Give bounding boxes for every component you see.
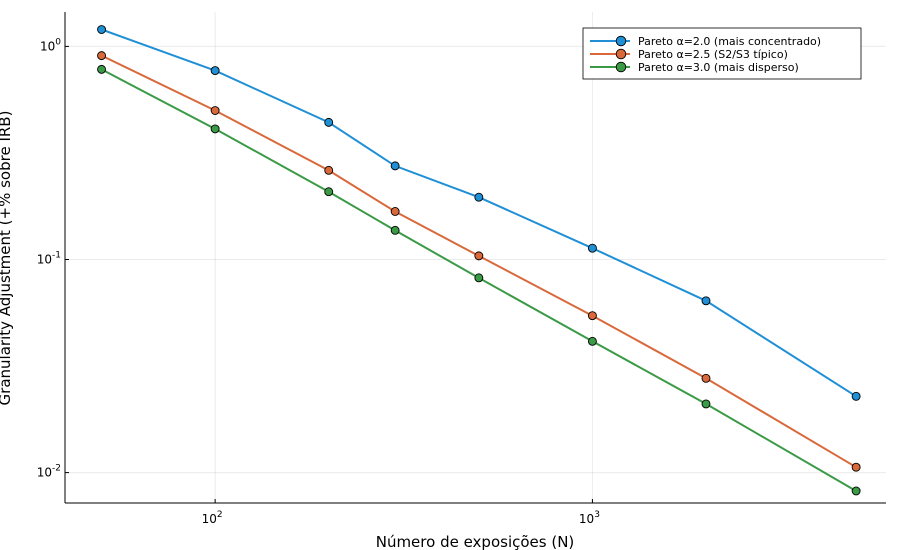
grid — [65, 12, 886, 503]
series — [97, 25, 861, 496]
legend-entry-3: Pareto α=3.0 (mais disperso) — [590, 61, 799, 74]
data-point — [97, 25, 107, 34]
x-tick-exponent: 3 — [594, 510, 600, 520]
series-1 — [97, 25, 861, 401]
data-point — [390, 225, 400, 235]
ticks: 102 103 10-2 10-1 100 — [37, 37, 600, 526]
y-tick-label: 100 — [40, 37, 61, 53]
legend-label-3: Pareto α=3.0 (mais disperso) — [638, 61, 799, 74]
series-3 — [97, 64, 861, 496]
legend-marker-2 — [615, 48, 627, 60]
series-line-2 — [101, 54, 857, 469]
y-tick-exponent: -2 — [52, 464, 61, 474]
legend-label-1: Pareto α=2.0 (mais concentrado) — [638, 35, 821, 48]
data-point — [97, 51, 107, 61]
axes — [64, 12, 886, 504]
x-axis-label: Número de exposições (N) — [376, 533, 575, 550]
legend-entry-1: Pareto α=2.0 (mais concentrado) — [590, 35, 821, 48]
y-tick-exponent: -1 — [52, 250, 61, 260]
legend-label-2: Pareto α=2.5 (S2/S3 típico) — [638, 48, 788, 61]
data-point — [587, 311, 597, 321]
series-2 — [97, 51, 861, 472]
data-point — [97, 64, 107, 74]
series-line-1 — [101, 28, 857, 398]
legend: Pareto α=2.0 (mais concentrado) Pareto α… — [582, 27, 862, 80]
data-point — [701, 373, 711, 383]
legend-entry-2: Pareto α=2.5 (S2/S3 típico) — [590, 48, 788, 61]
data-point — [851, 462, 861, 472]
legend-marker-1 — [615, 35, 627, 47]
data-point — [587, 336, 597, 346]
data-point — [587, 243, 597, 253]
data-point — [474, 273, 484, 283]
x-tick-label: 102 — [202, 510, 223, 526]
data-point — [210, 124, 220, 134]
y-tick-exponent: 0 — [55, 37, 61, 47]
data-point — [851, 486, 861, 496]
y-tick-label: 10-1 — [37, 250, 61, 266]
data-point — [324, 165, 334, 175]
data-point — [390, 207, 400, 216]
data-point — [390, 161, 400, 171]
data-point — [474, 251, 484, 261]
data-point — [474, 192, 484, 202]
data-point — [324, 187, 334, 197]
y-tick-label: 10-2 — [37, 464, 61, 480]
data-point — [210, 106, 220, 115]
data-point — [701, 296, 711, 306]
series-line-3 — [101, 68, 857, 492]
data-point — [701, 399, 711, 409]
x-tick-label: 103 — [579, 510, 600, 526]
data-point — [324, 117, 334, 127]
data-point — [851, 391, 861, 401]
legend-marker-3 — [615, 61, 627, 73]
y-axis-label: Granularity Adjustment (+% sobre IRB) — [0, 111, 14, 406]
x-tick-exponent: 2 — [217, 510, 223, 520]
data-point — [210, 66, 220, 76]
